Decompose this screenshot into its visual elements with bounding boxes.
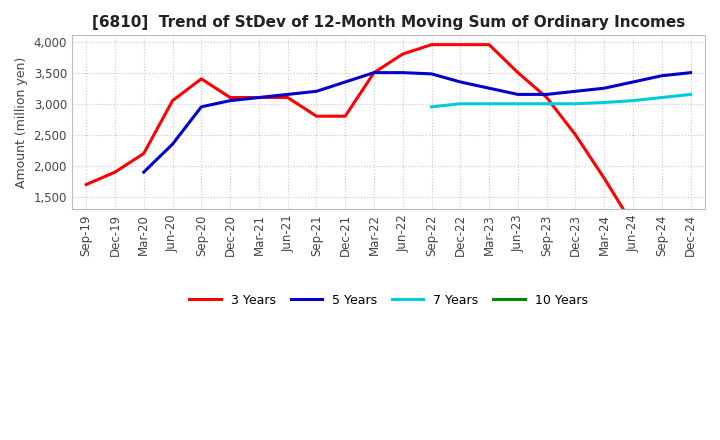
5 Years	[571, 89, 580, 94]
5 Years	[485, 85, 493, 91]
3 Years	[168, 98, 177, 103]
7 Years	[657, 95, 666, 100]
7 Years	[427, 104, 436, 110]
5 Years	[542, 92, 551, 97]
7 Years	[571, 101, 580, 106]
5 Years	[255, 95, 264, 100]
3 Years	[284, 95, 292, 100]
3 Years	[485, 42, 493, 48]
5 Years	[226, 98, 235, 103]
3 Years	[341, 114, 349, 119]
5 Years	[657, 73, 666, 78]
5 Years	[140, 169, 148, 175]
3 Years	[369, 70, 378, 75]
Y-axis label: Amount (million yen): Amount (million yen)	[15, 57, 28, 188]
7 Years	[542, 101, 551, 106]
5 Years	[197, 104, 206, 110]
7 Years	[456, 101, 464, 106]
5 Years	[341, 79, 349, 84]
3 Years	[542, 95, 551, 100]
3 Years	[398, 51, 407, 57]
3 Years	[312, 114, 321, 119]
5 Years	[398, 70, 407, 75]
7 Years	[600, 100, 608, 105]
7 Years	[629, 98, 637, 103]
7 Years	[513, 101, 522, 106]
5 Years	[284, 92, 292, 97]
5 Years	[427, 71, 436, 77]
5 Years	[600, 85, 608, 91]
3 Years	[571, 132, 580, 137]
Title: [6810]  Trend of StDev of 12-Month Moving Sum of Ordinary Incomes: [6810] Trend of StDev of 12-Month Moving…	[91, 15, 685, 30]
3 Years	[140, 151, 148, 156]
3 Years	[197, 76, 206, 81]
3 Years	[657, 222, 666, 227]
5 Years	[369, 70, 378, 75]
Line: 7 Years: 7 Years	[431, 95, 690, 107]
3 Years	[629, 222, 637, 227]
3 Years	[255, 95, 264, 100]
5 Years	[513, 92, 522, 97]
5 Years	[629, 79, 637, 84]
7 Years	[485, 101, 493, 106]
Legend: 3 Years, 5 Years, 7 Years, 10 Years: 3 Years, 5 Years, 7 Years, 10 Years	[184, 289, 593, 312]
3 Years	[456, 42, 464, 48]
3 Years	[111, 169, 120, 175]
Line: 3 Years: 3 Years	[86, 45, 690, 225]
3 Years	[226, 95, 235, 100]
3 Years	[427, 42, 436, 48]
5 Years	[312, 89, 321, 94]
3 Years	[82, 182, 91, 187]
5 Years	[456, 79, 464, 84]
3 Years	[513, 70, 522, 75]
Line: 5 Years: 5 Years	[144, 73, 690, 172]
7 Years	[686, 92, 695, 97]
3 Years	[686, 219, 695, 224]
5 Years	[686, 70, 695, 75]
3 Years	[600, 176, 608, 181]
5 Years	[168, 142, 177, 147]
